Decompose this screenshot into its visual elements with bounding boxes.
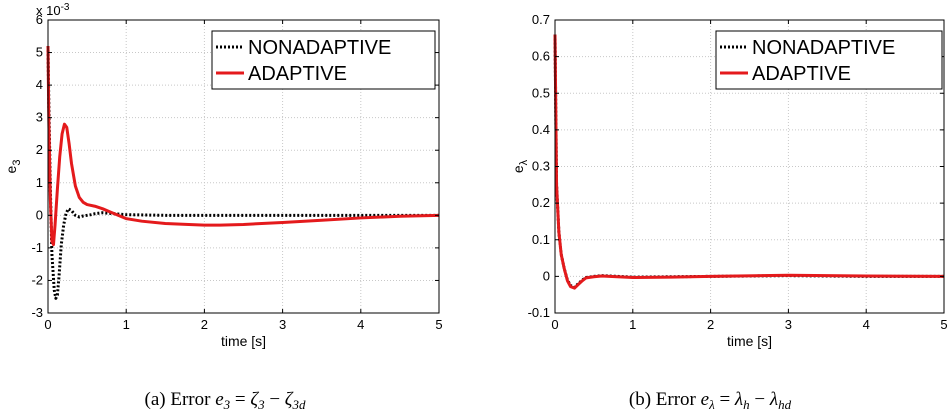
legend-box	[715, 30, 943, 90]
x-tick-label: 1	[629, 317, 636, 332]
ticks: 0 1 2 3 4 5-0.100.10.20.30.40.50.60.7	[528, 12, 948, 332]
y-tick-label: -1	[31, 240, 43, 255]
y-tick-label: 3	[36, 110, 43, 125]
x-tick-label: 2	[707, 317, 714, 332]
series-group	[553, 34, 945, 290]
legend: NONADAPTIVE ADAPTIVE	[715, 30, 943, 90]
y-exponent: x 10-3	[36, 2, 70, 18]
panel-a: 0 1 2 3 4 5 -3 -2 -1 0 1 2 3 4 5 6x 10-3 time [s] e3 NONAD…	[3, 2, 443, 349]
y-axis-label: eλ	[510, 159, 530, 173]
x-tick-label: 4	[357, 317, 364, 332]
y-tick-label: 6	[36, 12, 43, 27]
x-tick-label: 0	[44, 317, 51, 332]
y-tick-label: -3	[31, 305, 43, 320]
y-tick-label: 0.3	[532, 159, 550, 174]
x-tick-label: 3	[279, 317, 286, 332]
y-tick-label: 4	[36, 77, 43, 92]
y-tick-label: 5	[36, 45, 43, 60]
y-tick-label: 0.4	[532, 122, 550, 137]
x-axis-label: time [s]	[727, 333, 772, 349]
y-tick-label: -2	[31, 272, 43, 287]
y-axis-label: e3	[3, 160, 23, 174]
y-tick-label: 1	[36, 175, 43, 190]
y-tick-label: 0	[543, 268, 550, 283]
y-tick-label: 0.7	[532, 12, 550, 27]
x-axis-label: time [s]	[221, 333, 266, 349]
y-tick-label: 0	[36, 207, 43, 222]
series-line-adaptive	[553, 34, 945, 290]
caption-text: (b) Error eλ = λh − λhd	[629, 389, 792, 412]
y-tick-label: -0.1	[528, 305, 550, 320]
x-tick-label: 5	[940, 317, 947, 332]
x-tick-label: 4	[863, 317, 870, 332]
y-tick-label: 0.2	[532, 195, 550, 210]
legend-label-nonadaptive: NONADAPTIVE	[248, 37, 391, 59]
x-tick-label: 5	[435, 317, 442, 332]
x-tick-label: 3	[785, 317, 792, 332]
series-group	[46, 46, 440, 300]
x-tick-label: 1	[123, 317, 130, 332]
x-tick-label: 2	[201, 317, 208, 332]
legend-box	[211, 30, 436, 90]
y-tick-label: 0.1	[532, 232, 550, 247]
y-tick-label: 0.5	[532, 85, 550, 100]
ticks: 0 1 2 3 4 5 -3 -2 -1 0 1 2 3 4 5 6	[31, 12, 442, 332]
legend-label-nonadaptive: NONADAPTIVE	[752, 37, 895, 59]
axes-box	[47, 19, 440, 314]
series-line-adaptive	[46, 46, 440, 247]
series-line-nonadaptive	[46, 46, 439, 300]
caption-text: (a) Error e3 = ζ3 − ζ3d	[145, 389, 306, 412]
legend-label-adaptive: ADAPTIVE	[752, 63, 851, 85]
y-tick-label: 0.6	[532, 49, 550, 64]
caption-a: (a) Error e3 = ζ3 − ζ3d	[145, 389, 306, 412]
caption-b: (b) Error eλ = λh − λhd	[629, 389, 792, 412]
y-tick-label: 2	[36, 142, 43, 157]
legend: NONADAPTIVE ADAPTIVE	[211, 30, 436, 90]
x-tick-label: 0	[551, 317, 558, 332]
legend-label-adaptive: ADAPTIVE	[248, 63, 347, 85]
